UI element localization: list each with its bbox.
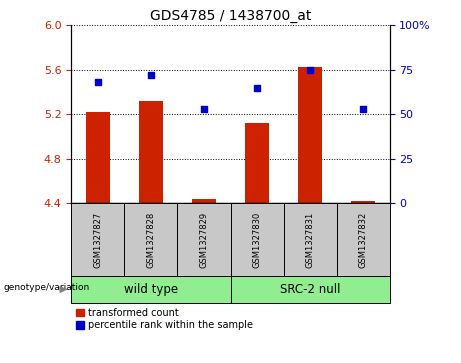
Text: SRC-2 null: SRC-2 null xyxy=(280,283,340,296)
Text: wild type: wild type xyxy=(124,283,178,296)
Point xyxy=(254,85,261,90)
Legend: transformed count, percentile rank within the sample: transformed count, percentile rank withi… xyxy=(77,308,253,330)
Text: GSM1327828: GSM1327828 xyxy=(147,212,155,268)
Point xyxy=(359,106,366,112)
Bar xyxy=(71,276,230,303)
Bar xyxy=(230,203,284,276)
Bar xyxy=(298,66,322,203)
Point xyxy=(200,106,207,112)
Bar xyxy=(230,276,390,303)
Text: GSM1327830: GSM1327830 xyxy=(253,212,261,268)
Bar xyxy=(245,123,269,203)
Title: GDS4785 / 1438700_at: GDS4785 / 1438700_at xyxy=(150,9,311,23)
Bar xyxy=(139,101,163,203)
Bar xyxy=(71,203,124,276)
Bar xyxy=(124,203,177,276)
Bar xyxy=(351,201,375,203)
Text: GSM1327829: GSM1327829 xyxy=(200,212,208,268)
Bar xyxy=(337,203,390,276)
Bar xyxy=(86,112,110,203)
Text: genotype/variation: genotype/variation xyxy=(4,283,90,292)
Point xyxy=(306,67,313,73)
Text: GSM1327831: GSM1327831 xyxy=(306,212,314,268)
Bar xyxy=(284,203,337,276)
Bar xyxy=(177,203,230,276)
Text: GSM1327832: GSM1327832 xyxy=(359,212,367,268)
Point xyxy=(94,79,101,85)
Bar xyxy=(192,199,216,203)
Text: GSM1327827: GSM1327827 xyxy=(94,212,102,268)
Point xyxy=(148,72,155,78)
